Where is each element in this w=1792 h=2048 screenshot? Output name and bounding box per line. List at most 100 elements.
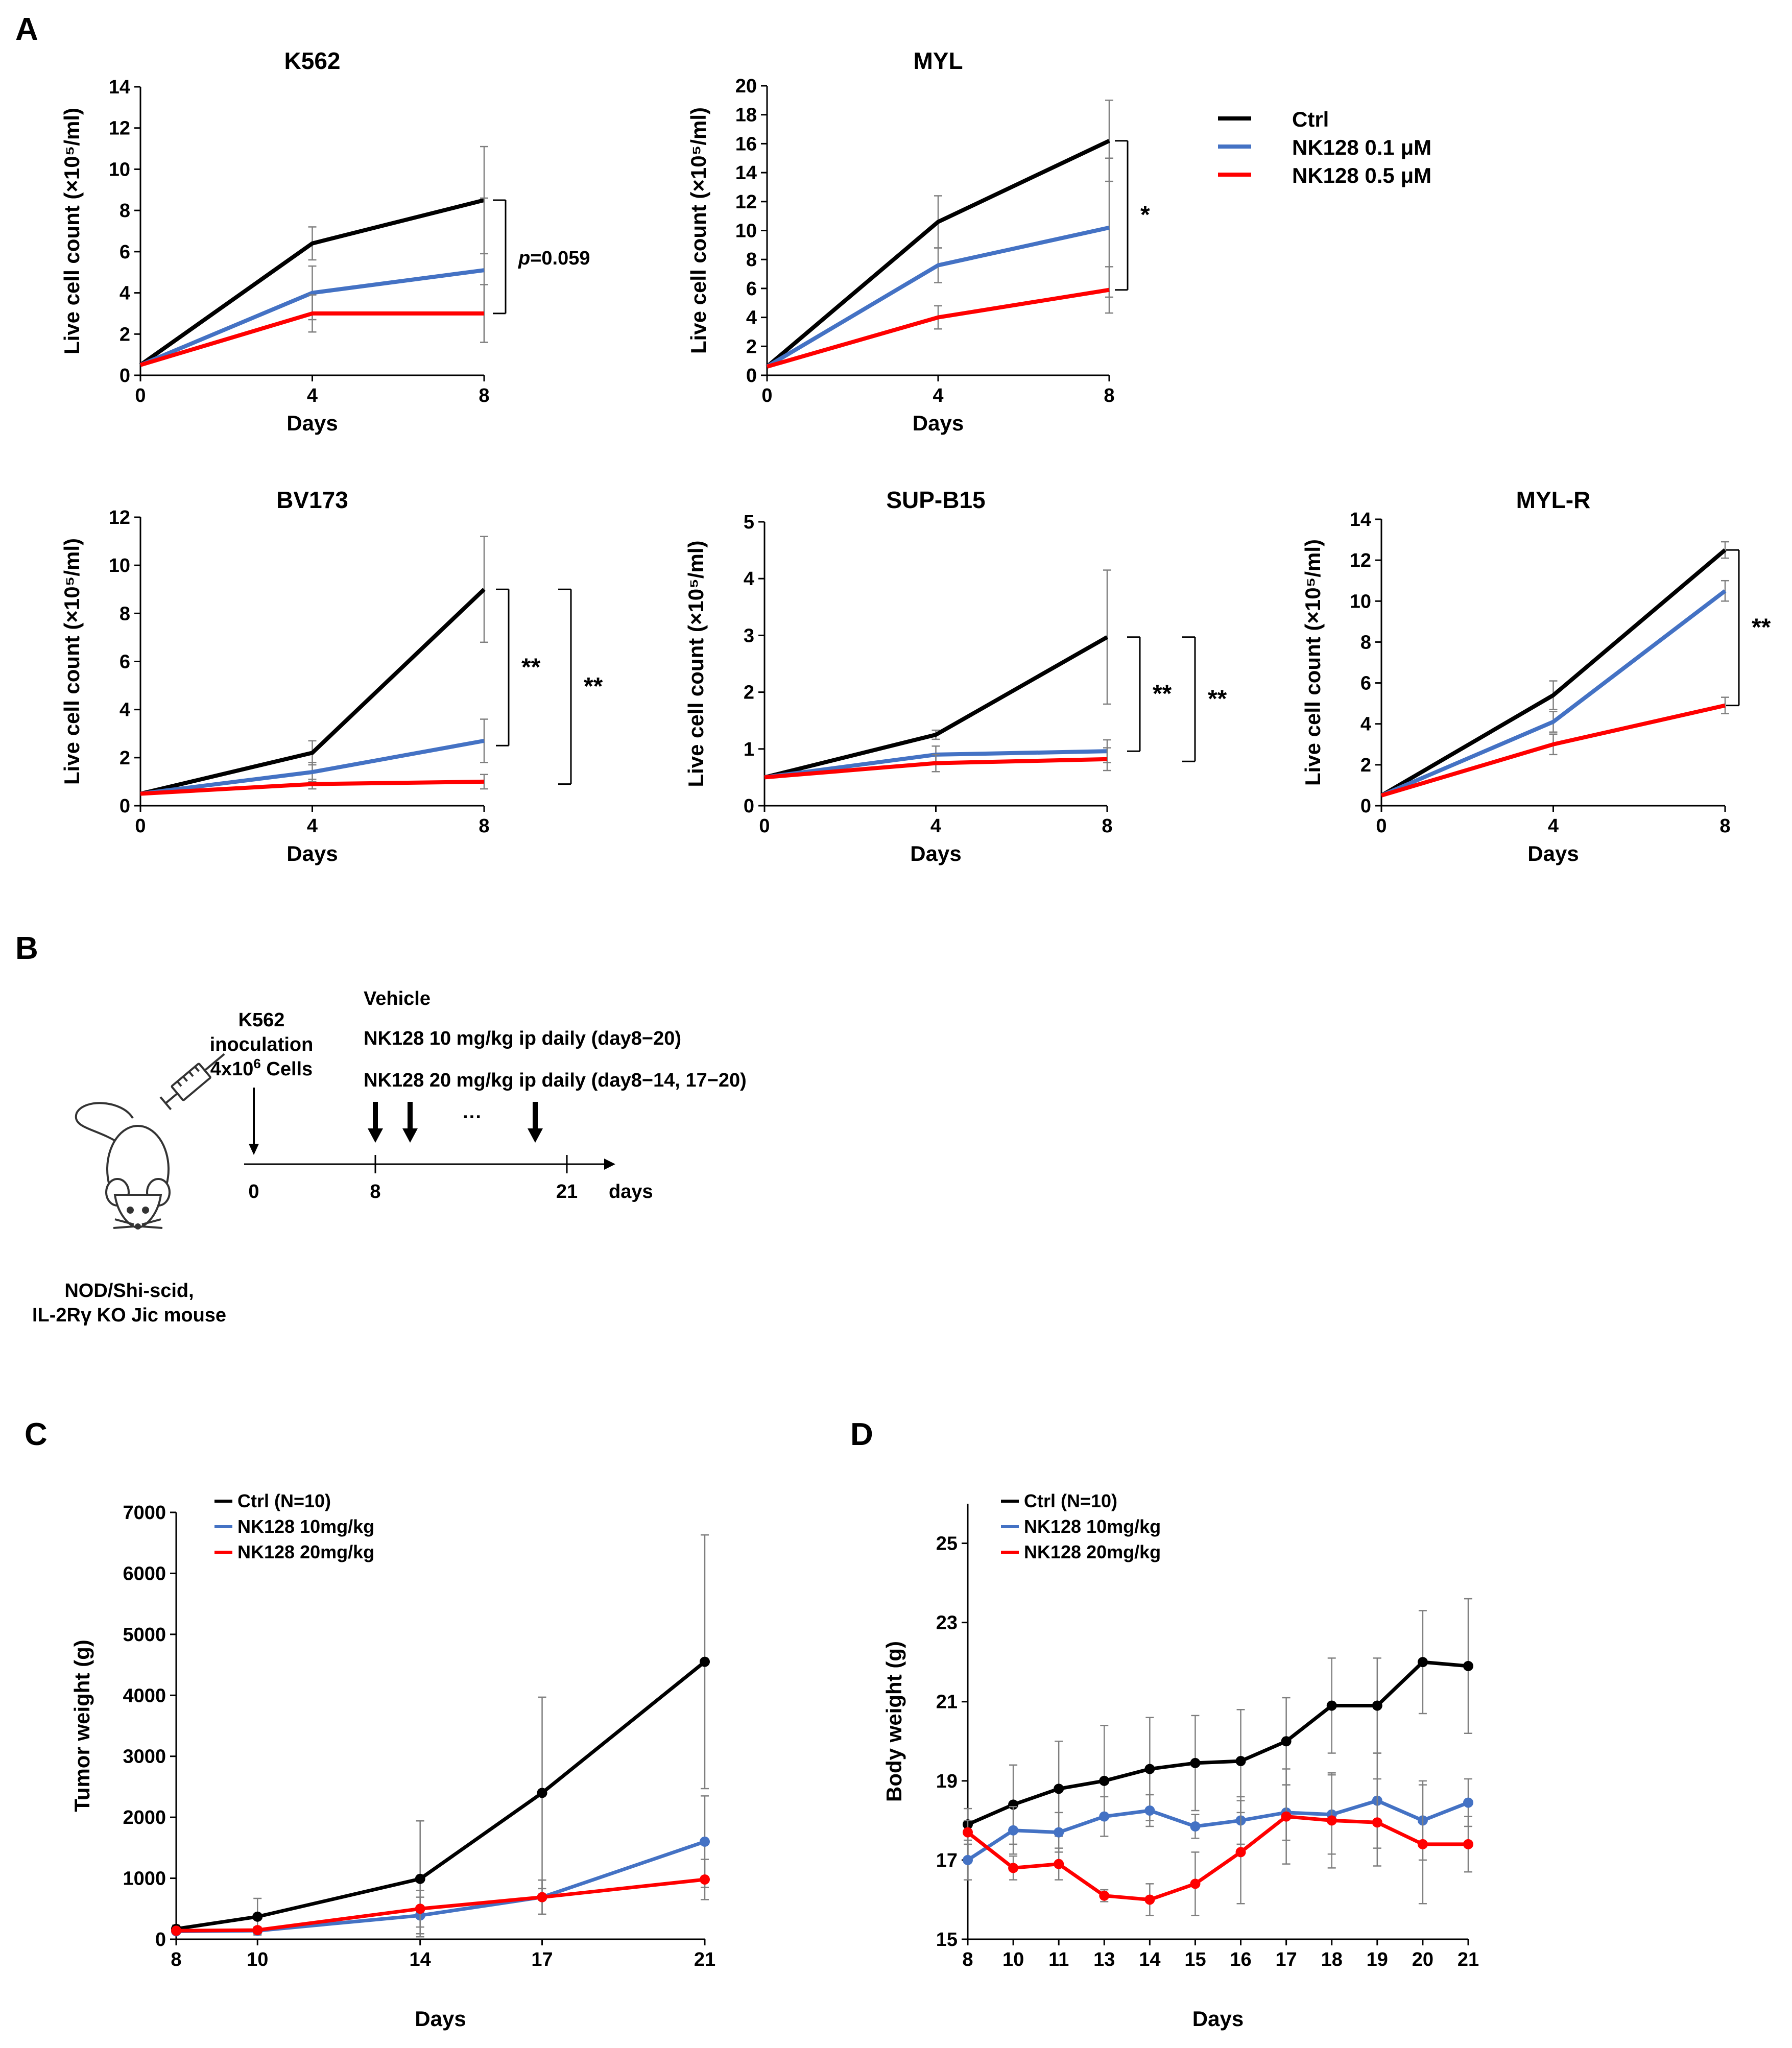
series-line bbox=[140, 779, 485, 796]
x-axis-label: Days bbox=[1192, 2007, 1244, 2031]
legend-c-label-low: NK128 10mg/kg bbox=[237, 1516, 374, 1537]
series-line bbox=[766, 287, 1110, 369]
data-point bbox=[1372, 1817, 1382, 1828]
sig-label: p=0.059 bbox=[518, 248, 590, 269]
data-point bbox=[1372, 1700, 1382, 1711]
series-line bbox=[1380, 589, 1727, 798]
data-point bbox=[1190, 1821, 1201, 1832]
sig-label: ** bbox=[1752, 614, 1771, 641]
x-tick-label: 8 bbox=[171, 1949, 181, 1970]
legend-c-label-high: NK128 20mg/kg bbox=[237, 1541, 374, 1562]
y-tick-label: 6 bbox=[120, 652, 130, 673]
schematic-dose20: NK128 20 mg/kg ip daily (day8−14, 17−20) bbox=[364, 1070, 747, 1091]
timeline-days: days bbox=[609, 1181, 653, 1202]
data-point bbox=[1463, 1797, 1473, 1808]
y-tick-label: 4 bbox=[120, 700, 130, 721]
data-point bbox=[1190, 1757, 1201, 1768]
chart-myl: MYL 0 2 4 6 8 10 12 14 16 18 20 0 4 8 Days Live cell cou… bbox=[686, 47, 1150, 435]
panel-label-b: B bbox=[15, 931, 38, 966]
series-line bbox=[766, 139, 1110, 369]
data-point bbox=[1281, 1736, 1292, 1747]
y-tick-label: 25 bbox=[936, 1533, 958, 1555]
sig-label: ** bbox=[1208, 686, 1227, 713]
y-tick-label: 4000 bbox=[123, 1685, 166, 1706]
data-point bbox=[1235, 1756, 1246, 1767]
syringe-icon bbox=[159, 1053, 225, 1111]
data-point bbox=[537, 1788, 547, 1798]
series-line bbox=[139, 311, 484, 367]
y-tick-label: 10 bbox=[735, 221, 757, 242]
sig-label: ** bbox=[521, 654, 541, 681]
sig-label: ** bbox=[584, 673, 603, 700]
y-tick-label: 5 bbox=[744, 512, 754, 533]
timeline-label-0: 0 bbox=[248, 1181, 259, 1202]
y-tick-label: 12 bbox=[109, 118, 130, 139]
legend-a-label-low: NK128 0.1 μM bbox=[1292, 135, 1431, 159]
data-point bbox=[963, 1854, 973, 1865]
y-axis-label: Live cell count (×10⁵/ml) bbox=[1301, 539, 1325, 786]
schematic-ellipsis: ··· bbox=[463, 1106, 482, 1128]
data-point bbox=[700, 1836, 710, 1847]
data-point bbox=[1144, 1894, 1155, 1905]
y-tick-label: 2 bbox=[744, 682, 754, 704]
y-tick-label: 0 bbox=[120, 365, 130, 387]
data-point bbox=[700, 1656, 710, 1667]
series-line bbox=[176, 1877, 705, 1933]
y-axis-label: Live cell count (×10⁵/ml) bbox=[684, 540, 708, 787]
y-tick-label: 3000 bbox=[123, 1746, 166, 1768]
chart-title: MYL-R bbox=[1516, 487, 1591, 513]
x-tick-label: 19 bbox=[1367, 1949, 1388, 1970]
x-tick-label: 4 bbox=[930, 815, 941, 837]
y-tick-label: 19 bbox=[936, 1771, 958, 1792]
y-tick-label: 8 bbox=[120, 603, 130, 624]
y-tick-label: 6 bbox=[120, 242, 130, 263]
treatment-arrow-3-head bbox=[528, 1128, 543, 1143]
series-line bbox=[967, 1799, 1469, 1862]
data-point bbox=[252, 1911, 263, 1922]
legend-a: Ctrl NK128 0.1 μM NK128 0.5 μM bbox=[1218, 107, 1431, 187]
series-line bbox=[139, 268, 485, 367]
data-point bbox=[1099, 1775, 1110, 1786]
y-tick-label: 16 bbox=[735, 133, 757, 155]
schematic-cells-prefix: 4x10 bbox=[210, 1058, 254, 1080]
y-tick-label: 21 bbox=[936, 1692, 958, 1713]
y-tick-label: 2 bbox=[120, 748, 130, 769]
data-point bbox=[415, 1873, 425, 1884]
y-tick-label: 6 bbox=[1360, 673, 1371, 694]
sig-label-value: =0.059 bbox=[530, 248, 590, 269]
data-point bbox=[1054, 1784, 1064, 1794]
x-tick-label: 8 bbox=[479, 815, 489, 837]
data-point bbox=[1326, 1815, 1337, 1826]
legend-a-label-high: NK128 0.5 μM bbox=[1292, 163, 1431, 187]
timeline-arrowhead bbox=[604, 1159, 615, 1170]
timeline-label-21: 21 bbox=[556, 1181, 578, 1202]
y-tick-label: 2 bbox=[1360, 755, 1371, 776]
y-tick-label: 6 bbox=[746, 278, 757, 300]
x-tick-label: 8 bbox=[1102, 815, 1112, 837]
x-tick-label: 21 bbox=[694, 1949, 715, 1970]
schematic: K562 inoculation 4x106 Cells Vehicle NK1… bbox=[32, 988, 747, 1326]
series-line bbox=[966, 1815, 1468, 1901]
x-axis-label: Days bbox=[286, 411, 338, 435]
inoculation-arrow-head bbox=[249, 1144, 259, 1155]
data-point bbox=[537, 1892, 547, 1902]
data-point bbox=[1008, 1825, 1019, 1836]
y-tick-label: 4 bbox=[120, 283, 130, 304]
chart-title: K562 bbox=[284, 47, 341, 74]
series-line bbox=[764, 635, 1108, 780]
x-tick-label: 0 bbox=[1376, 815, 1387, 837]
x-axis-label: Days bbox=[286, 841, 338, 865]
legend-d-label-high: NK128 20mg/kg bbox=[1024, 1541, 1161, 1562]
x-tick-label: 0 bbox=[135, 385, 146, 406]
data-point bbox=[1281, 1811, 1292, 1822]
data-point bbox=[415, 1904, 425, 1914]
x-tick-label: 13 bbox=[1093, 1949, 1115, 1970]
series-line bbox=[139, 198, 485, 367]
sig-label-p: p bbox=[518, 248, 530, 269]
y-axis-label: Live cell count (×10⁵/ml) bbox=[60, 108, 84, 354]
data-point bbox=[252, 1925, 263, 1936]
y-tick-label: 8 bbox=[746, 249, 757, 271]
chart-title: SUP-B15 bbox=[886, 487, 985, 513]
y-tick-label: 0 bbox=[744, 796, 754, 817]
y-tick-label: 14 bbox=[1350, 509, 1371, 531]
